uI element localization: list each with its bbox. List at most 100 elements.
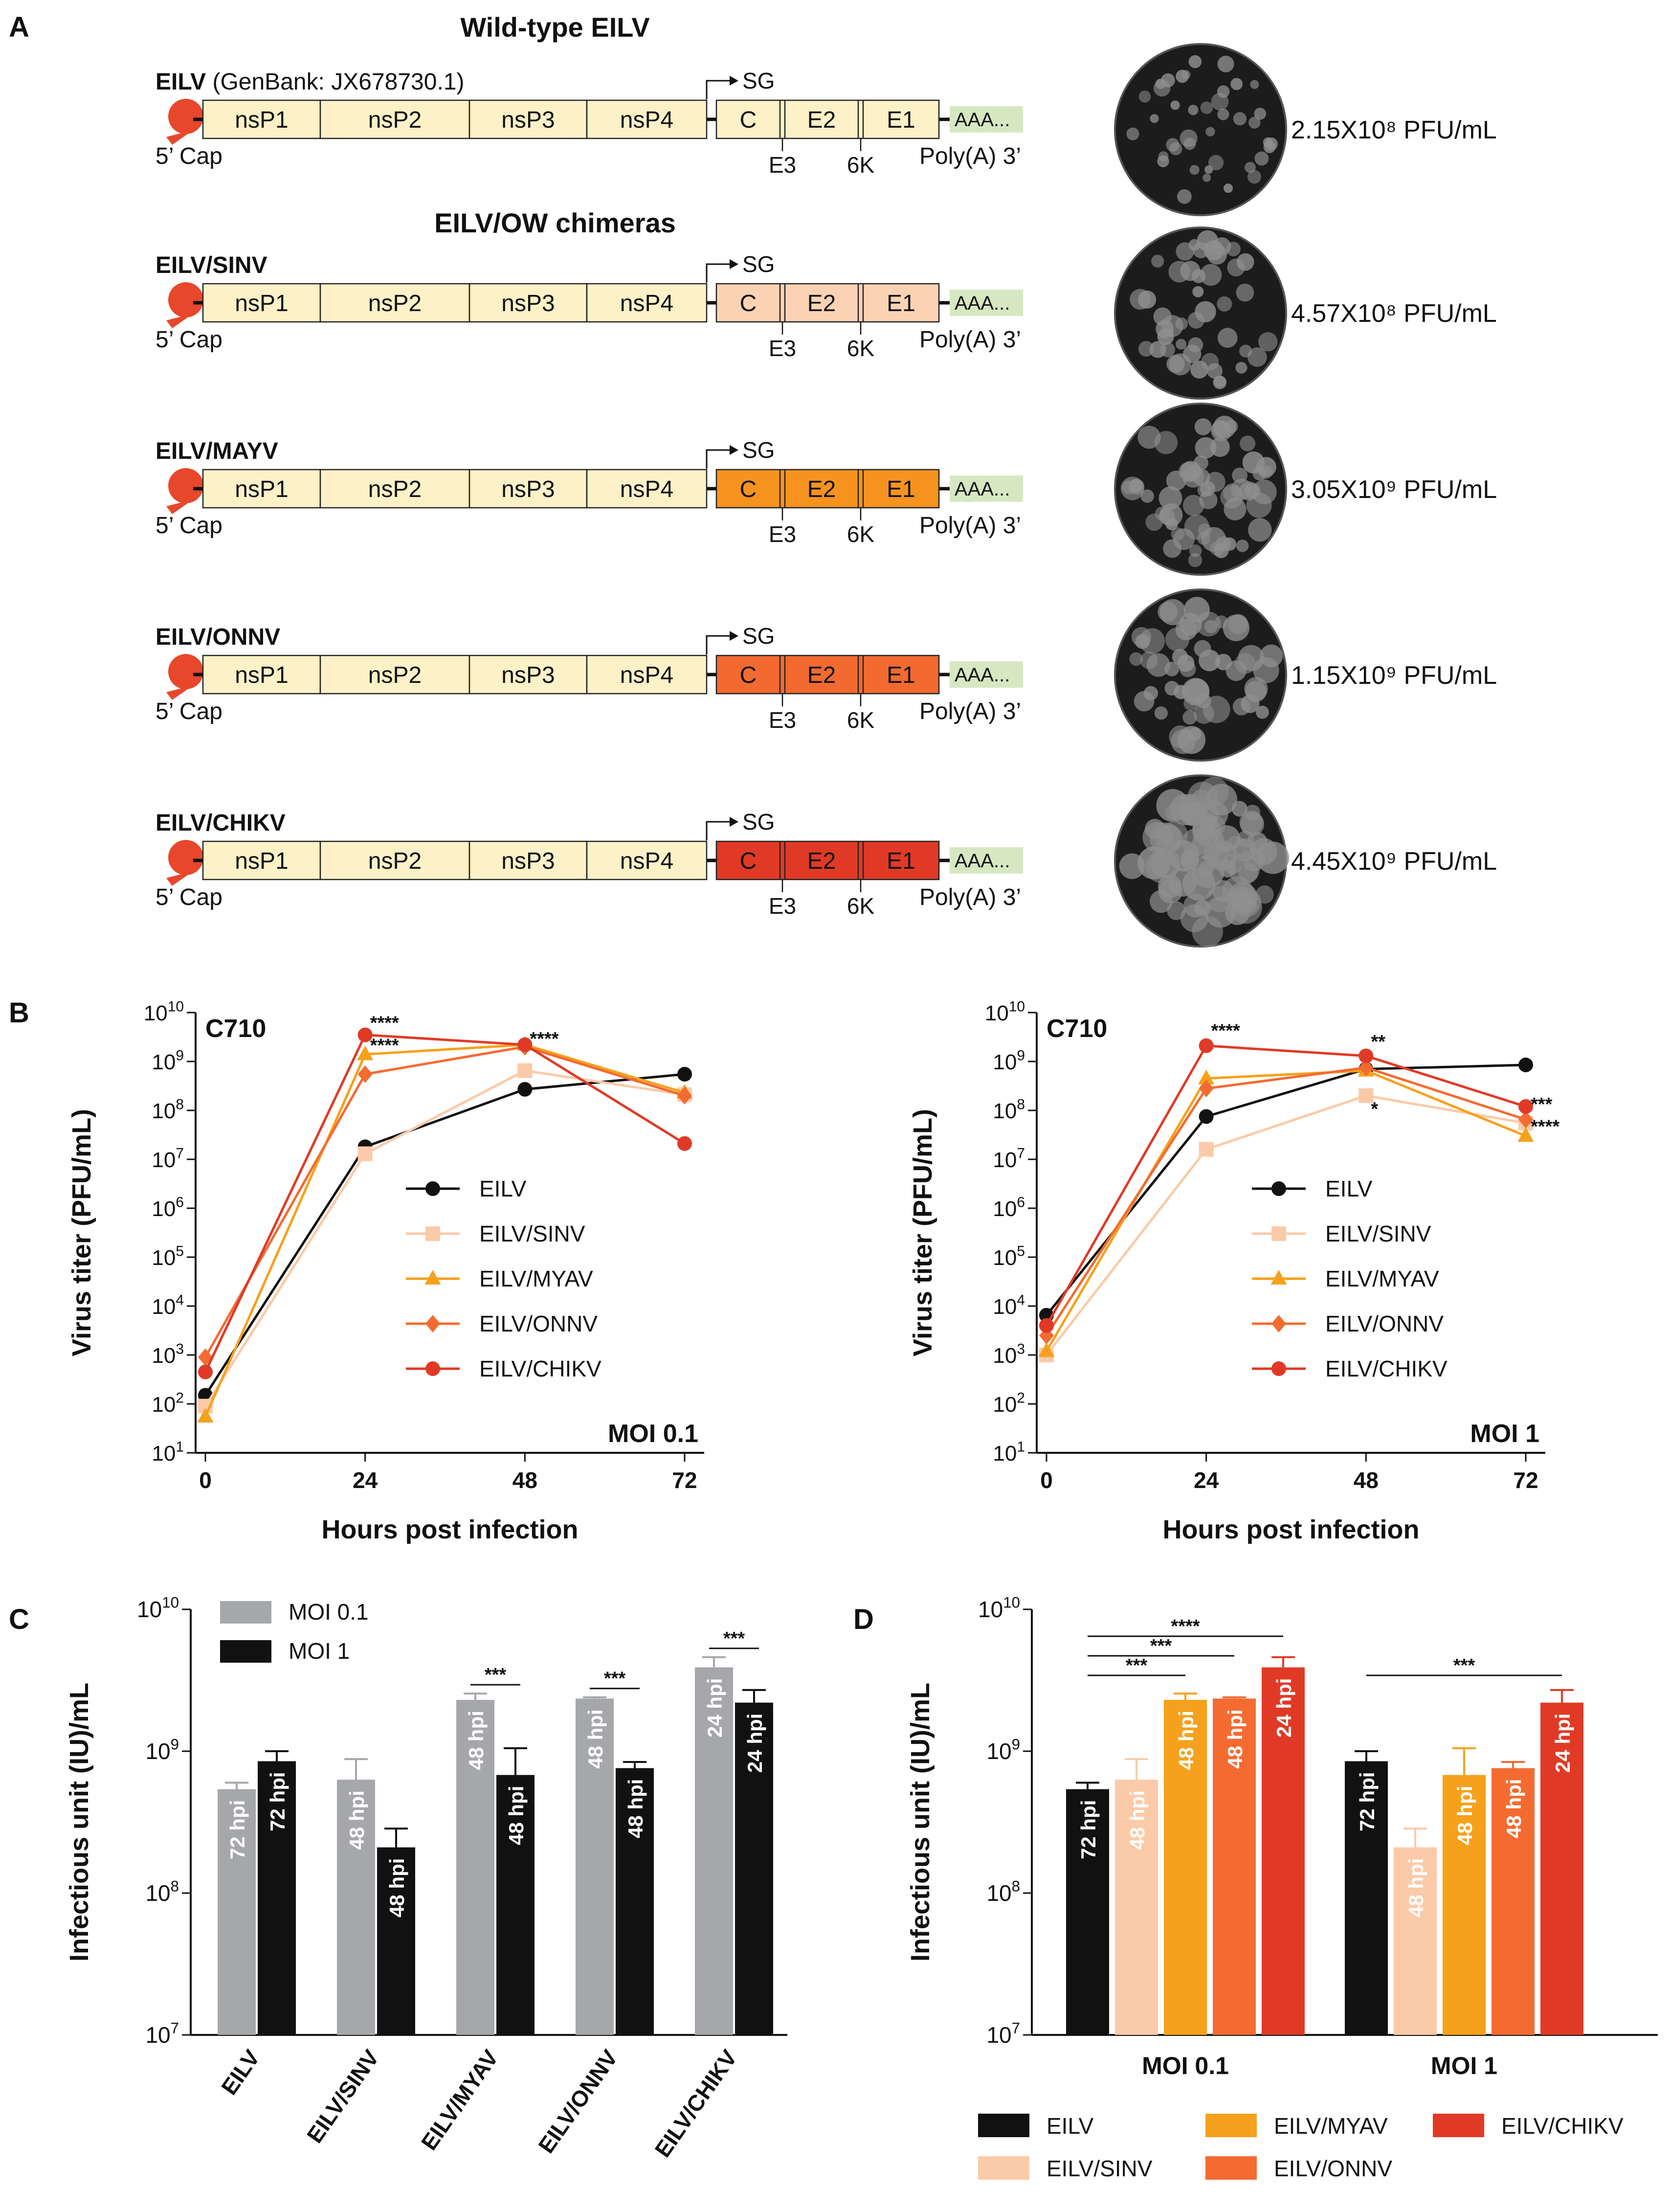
data-point: [425, 1361, 440, 1376]
plaque: [1188, 553, 1202, 567]
plaque: [1248, 518, 1272, 542]
y-tick-label: 109: [152, 1048, 184, 1074]
cap-label: 5’ Cap: [156, 513, 223, 539]
sixk-label: 6K: [847, 521, 875, 547]
titer-label: 3.05X10⁹ PFU/mL: [1291, 475, 1497, 504]
y-tick-label: 103: [993, 1341, 1025, 1368]
section-title-wildtype: Wild-type EILV: [460, 12, 649, 43]
bar: [695, 1667, 733, 2035]
plaque: [1204, 620, 1218, 633]
gene-label: E2: [807, 476, 836, 502]
gene-label: C: [740, 291, 757, 316]
plaque: [1164, 680, 1180, 696]
plaque: [1239, 481, 1259, 501]
plaque-plate: [1114, 43, 1287, 216]
significance-stars: ****: [370, 1013, 399, 1034]
titer-label: 4.45X10⁹ PFU/mL: [1291, 847, 1497, 876]
plaque: [1154, 431, 1178, 454]
plaque: [1250, 80, 1259, 89]
plaque: [1206, 244, 1227, 265]
plaque: [1182, 710, 1197, 725]
plaque: [1151, 849, 1180, 879]
plaque: [1177, 189, 1192, 204]
plaque: [1211, 420, 1230, 439]
cap-label: 5’ Cap: [156, 699, 223, 724]
series-line-eilv-myav: [204, 1043, 685, 1417]
line-chart-b-left: 0 24 48 72 Hours post infection Virus titer (…: [67, 1012, 704, 1544]
plaque: [1226, 242, 1241, 256]
data-point: [1518, 1058, 1533, 1073]
gene-label: E2: [807, 291, 836, 316]
line-chart-b-right: 0 24 48 72 Hours post infection Virus titer (…: [908, 1012, 1559, 1544]
data-point: [1271, 1361, 1286, 1376]
legend-label: MOI 0.1: [289, 1599, 369, 1625]
plaque: [1119, 853, 1145, 879]
gene-box-nsp1: [202, 283, 321, 323]
legend-label: EILV/ONNV: [479, 1311, 598, 1336]
bar-time-label: 48 hpi: [385, 1858, 408, 1918]
bar: [258, 1761, 296, 2035]
gene-label: E1: [887, 291, 915, 316]
e3-label: E3: [769, 893, 796, 919]
gene-box-nsp3: [468, 99, 588, 139]
construct-name: EILV/CHIKV: [156, 810, 286, 836]
y-tick-label: 1010: [137, 1594, 179, 1622]
bar: [1443, 1775, 1486, 2035]
significance-stars: ****: [530, 1029, 558, 1049]
bar-time-label: 48 hpi: [345, 1790, 368, 1850]
plaque: [1240, 435, 1256, 451]
sg-arrow: [706, 263, 730, 283]
gene-label: E1: [887, 107, 915, 133]
bar: [616, 1768, 654, 2035]
x-category-label: EILV/MYAV: [416, 2045, 504, 2155]
bar: [218, 1789, 256, 2035]
construct-name: EILV (GenBank: JX678730.1): [156, 69, 464, 95]
series-line-eilv-chikv: [1045, 1044, 1526, 1327]
legend-label: EILV/MYAV: [1274, 2113, 1388, 2139]
bar-time-label: 72 hpi: [266, 1772, 289, 1831]
legend-swatch: [1205, 2114, 1257, 2137]
bar-time-label: 48 hpi: [1175, 1711, 1198, 1770]
data-point: [425, 1181, 440, 1196]
panel-label-c: C: [9, 1603, 29, 1635]
x-tick-label: 0: [199, 1467, 212, 1493]
gene-label: nsP4: [620, 848, 673, 874]
titer-label: 2.15X10⁸ PFU/mL: [1291, 116, 1497, 144]
structural-region: [715, 655, 940, 695]
plaque: [1161, 73, 1175, 88]
bar: [337, 1780, 375, 2035]
bar: [1164, 1700, 1207, 2035]
x-category-label: EILV: [216, 2045, 265, 2099]
structural-region: [715, 283, 940, 323]
polya-tail: [950, 106, 1023, 133]
data-point: [357, 1146, 373, 1161]
plaque: [1247, 170, 1261, 184]
legend-swatch: [220, 1640, 271, 1663]
plaque: [1178, 726, 1206, 754]
plaque: [1205, 127, 1215, 136]
data-point: [1198, 1069, 1215, 1084]
construct-name: EILV/ONNV: [156, 624, 280, 650]
tail-label: AAA...: [955, 664, 1010, 686]
data-point: [198, 1364, 213, 1379]
plaque: [1146, 653, 1170, 677]
plaque: [1160, 342, 1175, 358]
plaque: [1253, 657, 1279, 683]
significance-stars: ***: [604, 1669, 626, 1689]
plaque: [1180, 261, 1201, 281]
bar-time-label: 24 hpi: [1272, 1678, 1295, 1738]
sg-arrow: [706, 821, 730, 840]
data-point: [1199, 1142, 1214, 1157]
plaque: [1193, 242, 1209, 258]
significance-stars: *: [1371, 1099, 1378, 1120]
y-tick-label: 107: [986, 2020, 1020, 2048]
y-tick-label: 107: [152, 1146, 184, 1172]
data-point: [1199, 1080, 1214, 1098]
significance-stars: ***: [1453, 1655, 1475, 1676]
gene-label: nsP2: [368, 291, 422, 316]
plaque: [1204, 165, 1213, 174]
plaque: [1188, 105, 1199, 115]
bar: [576, 1698, 614, 2035]
data-point: [425, 1226, 440, 1241]
plaque: [1208, 155, 1224, 171]
